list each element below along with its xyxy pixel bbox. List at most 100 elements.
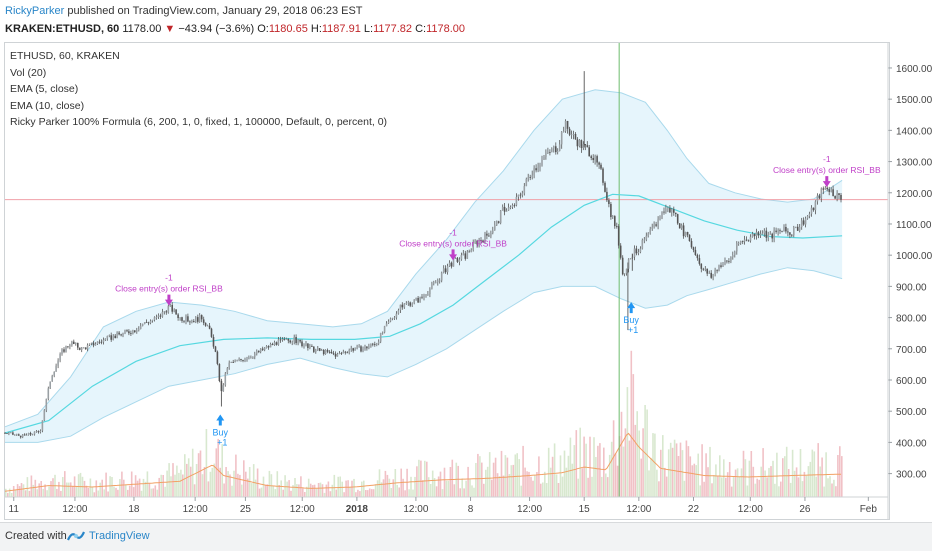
low-label: L: bbox=[363, 23, 374, 35]
candle-body bbox=[558, 144, 561, 151]
legend-title[interactable]: ETHUSD, 60, KRAKEN bbox=[10, 50, 120, 62]
volume-bar bbox=[787, 469, 790, 497]
x-tick-label: 12:00 bbox=[403, 504, 428, 515]
legend-ema5[interactable]: EMA (5, close) bbox=[10, 83, 79, 95]
buy-arrow-icon[interactable] bbox=[627, 302, 636, 314]
volume-bar bbox=[60, 490, 62, 497]
publish-line: RickyParker published on TradingView.com… bbox=[5, 5, 363, 17]
volume-bar bbox=[697, 453, 699, 497]
volume-bar bbox=[650, 457, 652, 497]
volume-bar bbox=[754, 483, 757, 497]
candle-body bbox=[12, 432, 14, 435]
volume-bar bbox=[817, 443, 819, 497]
volume-bar bbox=[457, 465, 459, 497]
volume-bar bbox=[280, 480, 282, 497]
candle-body bbox=[710, 272, 712, 278]
candle-body bbox=[130, 333, 132, 334]
candle-body bbox=[128, 331, 130, 334]
volume-bar bbox=[770, 466, 772, 497]
candle-body bbox=[161, 311, 164, 317]
close-arrow-icon[interactable] bbox=[164, 294, 173, 306]
volume-bar bbox=[479, 456, 481, 497]
candle-body bbox=[344, 351, 347, 353]
volume-bar bbox=[7, 492, 9, 497]
candle-body bbox=[442, 268, 445, 273]
x-tick-label: 12:00 bbox=[62, 504, 87, 515]
tradingview-logo-icon[interactable] bbox=[66, 529, 86, 548]
candle-body bbox=[456, 257, 459, 262]
candle-body bbox=[777, 230, 779, 232]
volume-bar bbox=[750, 451, 753, 497]
candle-body bbox=[596, 156, 598, 163]
candle-body bbox=[499, 210, 502, 223]
volume-bar bbox=[760, 466, 762, 497]
volume-bar bbox=[577, 478, 579, 497]
candle-body bbox=[678, 223, 681, 229]
volume-bar bbox=[435, 486, 438, 497]
volume-bar bbox=[197, 453, 200, 497]
candle-body bbox=[684, 232, 687, 237]
volume-bar bbox=[536, 472, 538, 497]
volume-bar bbox=[311, 485, 314, 497]
candle-body bbox=[179, 317, 181, 318]
volume-bar bbox=[778, 486, 780, 497]
candle-body bbox=[67, 346, 69, 348]
buy-arrow-icon[interactable] bbox=[216, 414, 225, 426]
candle-body bbox=[51, 375, 53, 382]
candle-body bbox=[698, 258, 701, 264]
volume-bar bbox=[28, 490, 31, 497]
created-with-label: Created with bbox=[5, 530, 67, 542]
volume-bar bbox=[485, 469, 487, 497]
close-arrow-icon[interactable] bbox=[822, 176, 831, 188]
volume-bar bbox=[644, 405, 646, 497]
candle-body bbox=[409, 302, 411, 306]
volume-bar bbox=[378, 469, 381, 497]
volume-bar bbox=[744, 459, 747, 497]
volume-bar bbox=[302, 488, 304, 497]
candle-body bbox=[496, 221, 498, 225]
volume-bar bbox=[355, 492, 357, 497]
candle-body bbox=[816, 195, 819, 202]
candle-body bbox=[169, 305, 171, 307]
tradingview-brand-link[interactable]: TradingView bbox=[89, 530, 150, 542]
candle-body bbox=[503, 206, 506, 212]
legend-volume[interactable]: Vol (20) bbox=[10, 66, 47, 79]
volume-bar bbox=[557, 483, 560, 497]
ema-line bbox=[4, 193, 843, 434]
candle-body bbox=[372, 343, 374, 345]
candle-body bbox=[425, 295, 427, 297]
legend-ema10[interactable]: EMA (10, close) bbox=[10, 99, 85, 112]
candle-body bbox=[639, 248, 642, 253]
candle-body bbox=[641, 240, 644, 249]
candle-body bbox=[315, 349, 317, 352]
volume-bar bbox=[34, 479, 37, 497]
volume-bar bbox=[538, 456, 540, 497]
candle-body bbox=[537, 167, 539, 171]
candle-body bbox=[246, 359, 248, 360]
candle-body bbox=[303, 345, 305, 347]
close-arrow-icon[interactable] bbox=[449, 249, 458, 261]
change-value: −43.94 (−3.6%) bbox=[178, 23, 255, 35]
volume-bar bbox=[418, 459, 420, 497]
candle-body bbox=[604, 182, 606, 192]
candle-body bbox=[686, 232, 689, 235]
candle-body bbox=[484, 233, 486, 243]
candle-body bbox=[204, 322, 207, 326]
volume-bar bbox=[685, 440, 688, 497]
author-link[interactable]: RickyParker bbox=[5, 5, 65, 17]
candle-body bbox=[317, 348, 319, 350]
candle-body bbox=[16, 434, 18, 436]
volume-bar bbox=[429, 484, 432, 497]
candle-body bbox=[71, 341, 73, 346]
candle-body bbox=[377, 341, 380, 344]
x-tick-label: Feb bbox=[860, 504, 878, 515]
candle-body bbox=[454, 257, 457, 259]
candle-body bbox=[785, 227, 787, 232]
candle-body bbox=[399, 304, 402, 311]
volume-bar bbox=[652, 433, 654, 497]
candle-body bbox=[417, 297, 419, 303]
candle-body bbox=[556, 151, 559, 153]
down-arrow-icon: ▼ bbox=[164, 23, 176, 35]
legend-strategy[interactable]: Ricky Parker 100% Formula (6, 200, 1, 0,… bbox=[10, 116, 388, 128]
